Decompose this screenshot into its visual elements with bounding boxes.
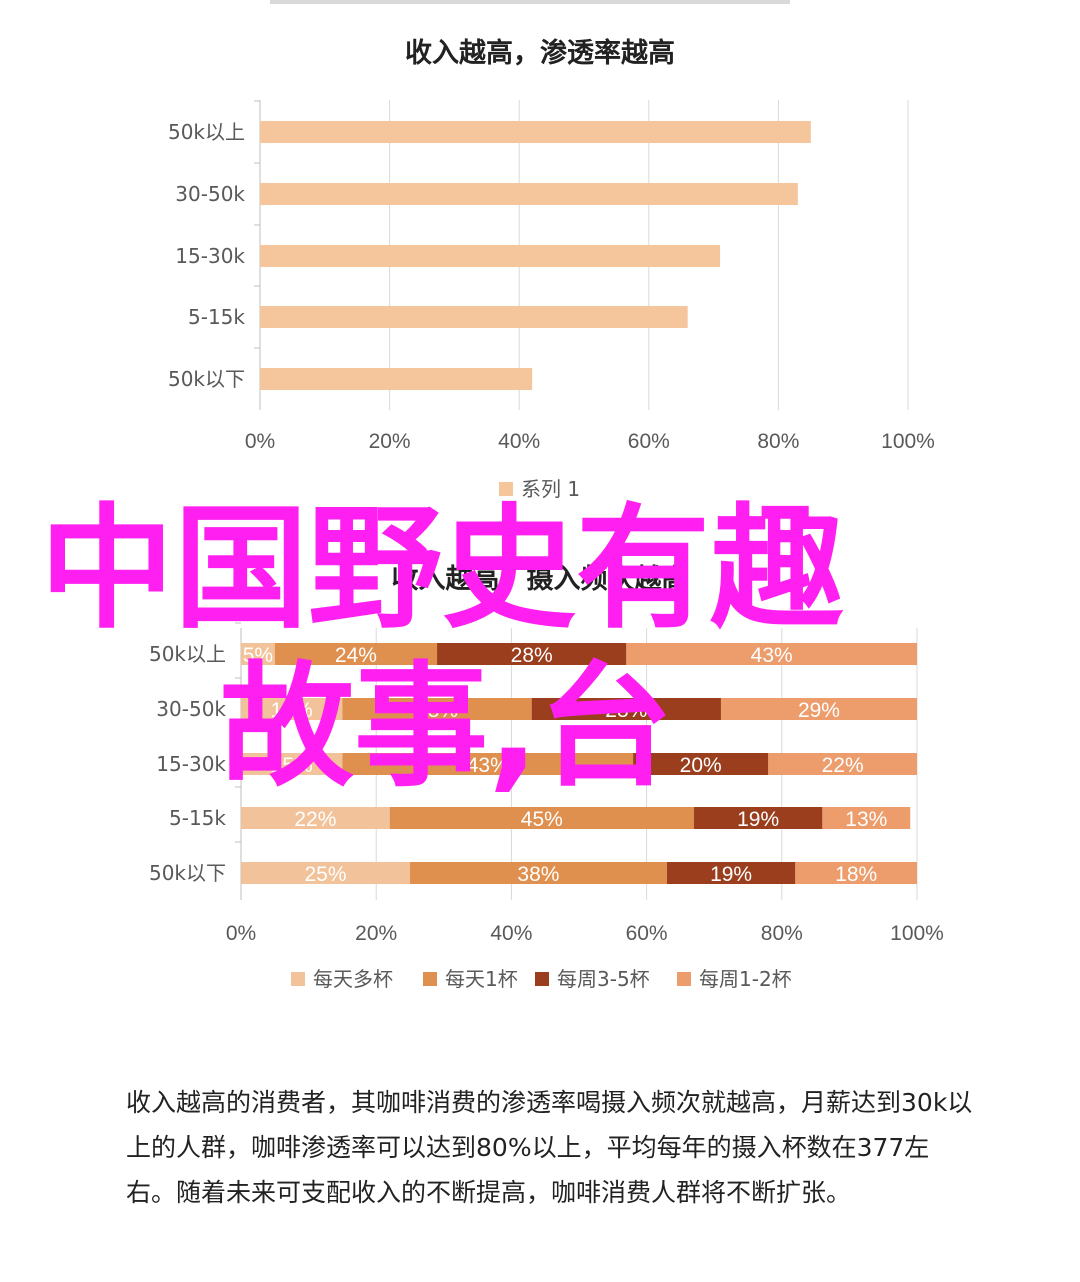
x-tick-label: 60%	[626, 922, 668, 945]
data-label: 43%	[751, 644, 793, 667]
x-tick-label: 100%	[881, 430, 935, 453]
legend-swatch	[677, 972, 691, 986]
x-tick-label: 20%	[355, 922, 397, 945]
data-label: 45%	[521, 808, 563, 831]
bar	[260, 306, 688, 328]
data-label: 22%	[822, 754, 864, 777]
legend-label: 每天多杯	[313, 967, 393, 991]
caption-paragraph: 收入越高的消费者，其咖啡消费的渗透率喝摄入频次就越高，月薪达到30k以上的人群，…	[126, 1088, 973, 1207]
bar-segment	[342, 753, 634, 775]
x-tick-label: 0%	[226, 922, 256, 945]
data-label: 28%	[511, 644, 553, 667]
x-tick-label: 80%	[757, 430, 799, 453]
legend-label: 系列 1	[521, 477, 580, 501]
bar-segment	[822, 807, 911, 829]
x-tick-label: 20%	[369, 430, 411, 453]
data-label: 19%	[737, 808, 779, 831]
bar-segment	[626, 643, 917, 665]
bar-segment	[768, 753, 917, 775]
data-label: 22%	[294, 808, 336, 831]
bar-segment	[693, 807, 823, 829]
category-label: 15-30k	[175, 244, 245, 268]
data-label: 25%	[304, 863, 346, 886]
data-label: 43%	[467, 754, 509, 777]
bar-segment	[241, 807, 390, 829]
category-label: 50k以下	[168, 367, 245, 391]
legend-label: 每周1-2杯	[699, 967, 792, 991]
bar	[260, 368, 533, 390]
legend-swatch	[291, 972, 305, 986]
bar-segment	[531, 698, 721, 720]
bar-segment	[241, 643, 275, 665]
bar	[260, 245, 721, 267]
data-label: 28%	[605, 699, 647, 722]
chart-penetration: 收入越高，渗透率越高 0% 20% 40% 60% 80% 100% 50k以上 30-50k 1…	[168, 37, 935, 501]
bar-segment	[241, 862, 410, 884]
category-label: 5-15k	[188, 305, 245, 329]
category-label: 50k以下	[149, 861, 226, 885]
legend-swatch	[535, 972, 549, 986]
legend-label: 每天1杯	[445, 967, 518, 991]
data-label: 5%	[243, 644, 273, 667]
bar	[260, 183, 798, 205]
category-label: 15-30k	[156, 752, 226, 776]
x-tick-label: 40%	[498, 430, 540, 453]
x-tick-label: 60%	[628, 430, 670, 453]
category-label: 50k以上	[168, 120, 245, 144]
data-label: 24%	[335, 644, 377, 667]
category-label: 30-50k	[156, 697, 226, 721]
x-tick-label: 100%	[890, 922, 944, 945]
cropped-remnant	[270, 0, 790, 4]
data-label: 15%	[271, 754, 313, 777]
legend-swatch	[423, 972, 437, 986]
category-label: 50k以上	[149, 642, 226, 666]
data-label: 19%	[710, 863, 752, 886]
category-label: 30-50k	[175, 182, 245, 206]
chart-title: 收入越高，渗透率越高	[405, 37, 675, 69]
chart-frequency: 收入越高，摄入频次越高 0% 20% 40% 60% 80% 100% 50k以上 30-50k…	[149, 563, 944, 991]
bar-segment	[274, 643, 438, 665]
legend-swatch	[499, 482, 513, 496]
x-tick-label: 0%	[245, 430, 275, 453]
data-label: 28%	[416, 699, 458, 722]
bar-segment	[633, 753, 769, 775]
bar-segment	[666, 862, 796, 884]
charts-canvas: 收入越高，渗透率越高 0% 20% 40% 60% 80% 100% 50k以上 30-50k 1…	[149, 0, 944, 991]
data-label: 15%	[271, 699, 313, 722]
bar-segment	[720, 698, 917, 720]
x-tick-label: 40%	[490, 922, 532, 945]
bar-segment	[410, 862, 667, 884]
bar	[260, 121, 811, 143]
data-label: 13%	[845, 808, 887, 831]
bar-segment	[795, 862, 917, 884]
legend-label: 每周3-5杯	[557, 967, 650, 991]
data-label: 38%	[517, 863, 559, 886]
category-label: 5-15k	[169, 806, 226, 830]
data-label: 20%	[680, 754, 722, 777]
chart-title: 收入越高，摄入频次越高	[392, 563, 689, 595]
bar-segment	[241, 753, 343, 775]
bar-segment	[437, 643, 627, 665]
bar-segment	[389, 807, 694, 829]
data-label: 29%	[798, 699, 840, 722]
bar-segment	[241, 698, 343, 720]
x-tick-label: 80%	[761, 922, 803, 945]
bar-segment	[342, 698, 532, 720]
data-label: 18%	[835, 863, 877, 886]
